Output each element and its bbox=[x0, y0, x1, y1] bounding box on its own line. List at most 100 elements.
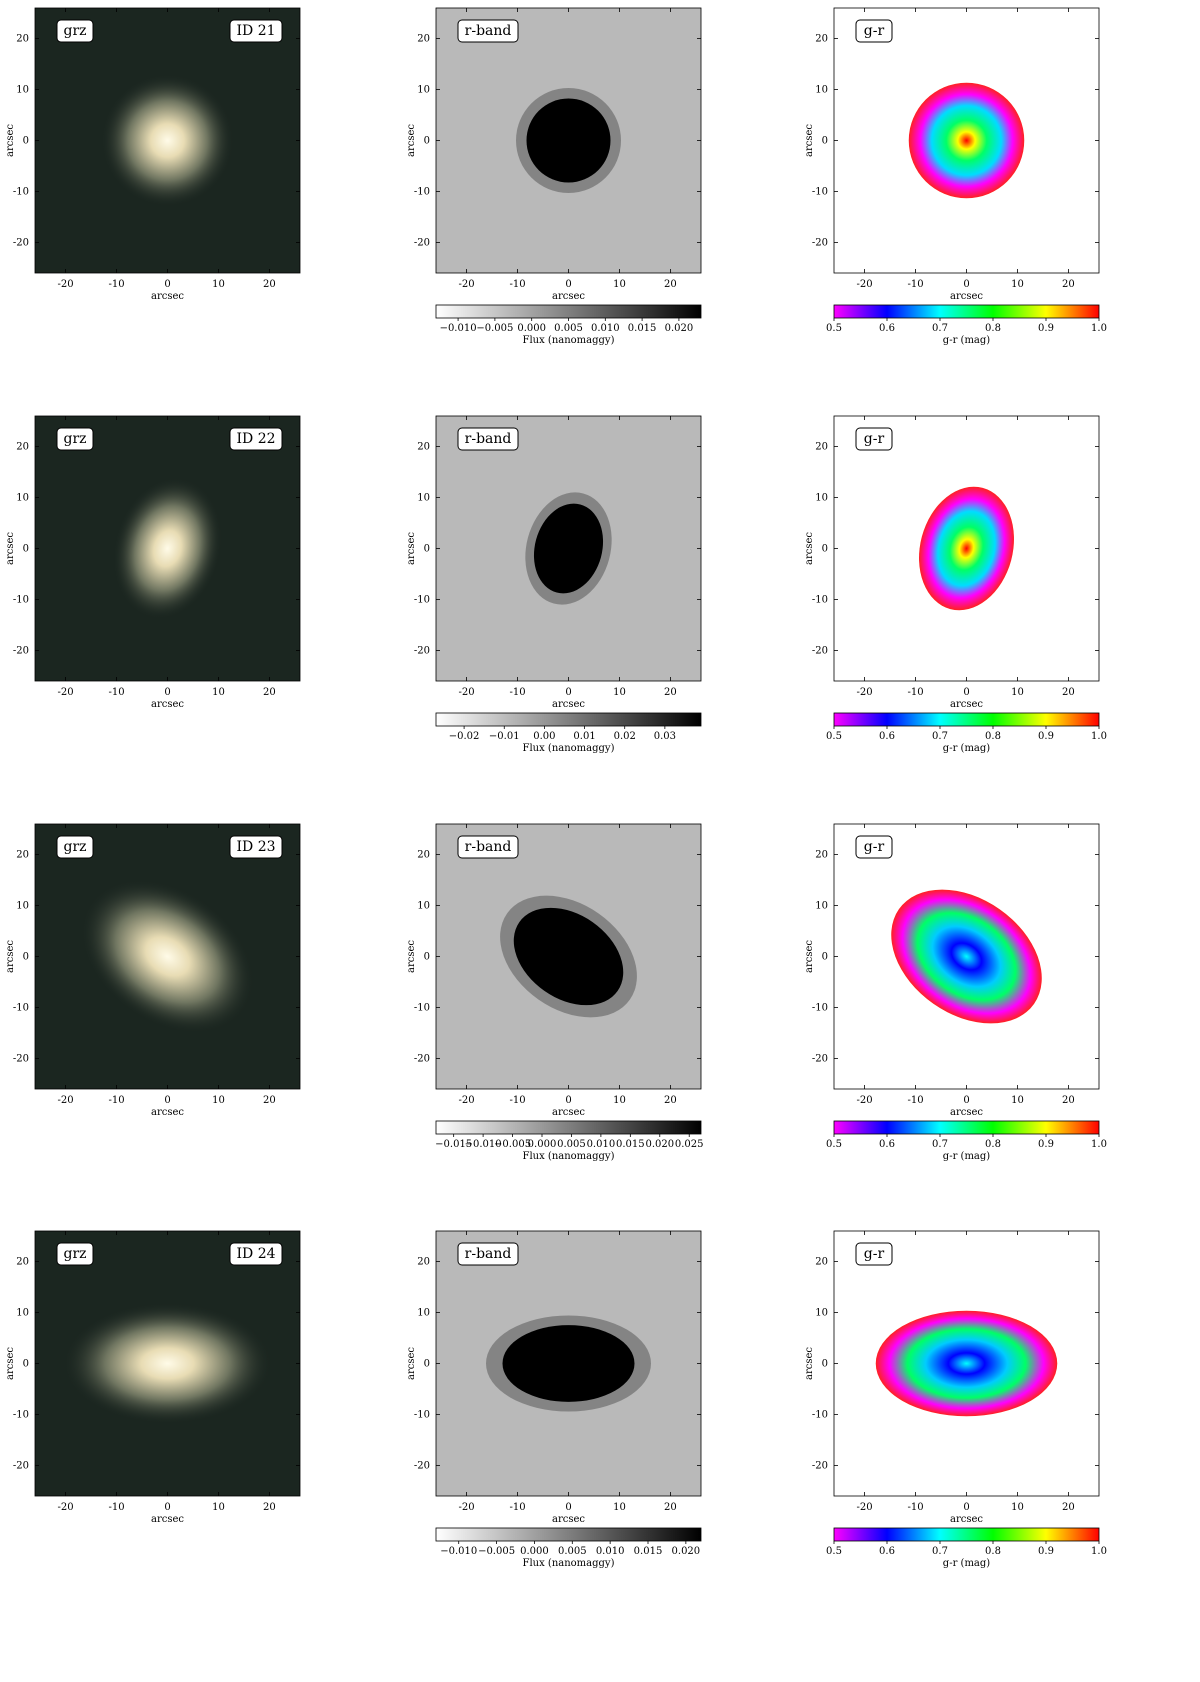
galaxy-id-label-box bbox=[229, 1242, 283, 1266]
color-colorbar-tick-label: 1.0 bbox=[1091, 1546, 1107, 1557]
g-r-panel-xtick-label: -20 bbox=[857, 279, 873, 290]
figure-row-2: -20 -20 -10 -10 0 0 10 10 20 20 arcsec arcsec grz ID … bbox=[5, 415, 1107, 754]
grz-panel-xlabel: arcsec bbox=[151, 699, 184, 710]
grz-label-box bbox=[56, 1242, 94, 1266]
g-r-panel-ytick-label: 10 bbox=[815, 1308, 828, 1319]
flux-colorbar: −0.010 −0.005 0.000 0.005 0.010 0.015 0.020 Flu… bbox=[435, 1527, 702, 1569]
grz-panel-ylabel: arcsec bbox=[5, 124, 16, 157]
grz-panel-ytick-label: 0 bbox=[23, 136, 29, 147]
r-band-label-box bbox=[457, 427, 519, 451]
flux-colorbar-tick-label: 0.02 bbox=[614, 731, 636, 742]
r-band-label-box bbox=[457, 1242, 519, 1266]
r-band-label: r-band bbox=[465, 431, 512, 447]
galaxy-image bbox=[63, 1302, 272, 1425]
g-r-panel-ytick-label: 0 bbox=[822, 952, 828, 963]
grz-panel-xlabel: arcsec bbox=[151, 1514, 184, 1525]
color-colorbar-tick-label: 0.9 bbox=[1038, 731, 1054, 742]
grz-panel-ytick-label: 20 bbox=[16, 442, 29, 453]
flux-colorbar-tick-label: 0.010 bbox=[591, 323, 620, 334]
grz-panel-xtick-label: 20 bbox=[263, 1502, 276, 1513]
grz-panel-ytick-label: 10 bbox=[16, 901, 29, 912]
grz-label: grz bbox=[63, 839, 86, 855]
r-band-panel: -20 -20 -10 -10 0 0 10 10 20 20 arcsec arcsec r-band bbox=[406, 1230, 702, 1525]
color-colorbar: 0.5 0.6 0.7 0.8 0.9 1.0 g-r (mag) bbox=[826, 712, 1107, 754]
color-colorbar-tick-label: 0.8 bbox=[985, 731, 1001, 742]
r-band-panel-xtick-label: 10 bbox=[613, 279, 626, 290]
flux-colorbar-bar bbox=[435, 304, 702, 319]
g-r-panel-xtick-label: -20 bbox=[857, 687, 873, 698]
color-colorbar-tick-label: 0.5 bbox=[826, 323, 842, 334]
g-r-panel-xtick-label: 0 bbox=[963, 279, 969, 290]
g-r-panel-xtick-label: 0 bbox=[963, 687, 969, 698]
grz-label-box bbox=[56, 19, 94, 43]
color-colorbar-label: g-r (mag) bbox=[943, 335, 990, 346]
g-r-label-box bbox=[855, 427, 893, 451]
r-band-panel-xtick-label: 20 bbox=[664, 687, 677, 698]
color-colorbar-bar bbox=[833, 1120, 1100, 1135]
r-band-panel-xtick-label: -20 bbox=[459, 687, 475, 698]
color-colorbar-tick-label: 0.8 bbox=[985, 323, 1001, 334]
flux-colorbar-tick-label: −0.005 bbox=[494, 1139, 531, 1150]
r-band-panel-xlabel: arcsec bbox=[552, 291, 585, 302]
flux-colorbar-tick-label: 0.00 bbox=[533, 731, 555, 742]
grz-panel-xtick-label: -20 bbox=[58, 1095, 74, 1106]
g-r-panel-ytick-label: -20 bbox=[812, 237, 828, 248]
galaxy-image bbox=[112, 477, 223, 620]
grz-label-box bbox=[56, 835, 94, 859]
color-colorbar-tick-label: 0.6 bbox=[879, 323, 895, 334]
r-band-panel-xtick-label: -20 bbox=[459, 1095, 475, 1106]
galaxy-image bbox=[80, 879, 255, 1034]
grz-panel-xlabel: arcsec bbox=[151, 1107, 184, 1118]
grz-panel-xtick-label: -20 bbox=[58, 687, 74, 698]
r-band-panel-ytick-label: -20 bbox=[414, 645, 430, 656]
r-band-panel-xtick-label: 10 bbox=[613, 1095, 626, 1106]
g-r-label: g-r bbox=[864, 839, 885, 855]
color-map-image bbox=[908, 82, 1025, 199]
r-band-panel-ylabel: arcsec bbox=[406, 124, 417, 157]
g-r-panel-ylabel: arcsec bbox=[804, 940, 815, 973]
r-band-label-box bbox=[457, 835, 519, 859]
r-band-label: r-band bbox=[465, 839, 512, 855]
g-r-panel-xtick-label: 20 bbox=[1062, 1502, 1075, 1513]
r-band-panel-xtick-label: 0 bbox=[565, 1095, 571, 1106]
color-colorbar-bar bbox=[833, 1527, 1100, 1542]
flux-colorbar-label: Flux (nanomaggy) bbox=[523, 1558, 615, 1569]
flux-colorbar-bar bbox=[435, 712, 702, 727]
r-band-panel-ytick-label: 20 bbox=[417, 34, 430, 45]
r-band-panel-xlabel: arcsec bbox=[552, 1514, 585, 1525]
grz-panel-ytick-label: 10 bbox=[16, 1308, 29, 1319]
grz-panel-ytick-label: -10 bbox=[13, 186, 29, 197]
g-r-label-box bbox=[855, 1242, 893, 1266]
g-r-panel-xtick-label: -10 bbox=[907, 1095, 923, 1106]
g-r-panel-xtick-label: 0 bbox=[963, 1095, 969, 1106]
g-r-panel-xtick-label: 20 bbox=[1062, 279, 1075, 290]
r-band-panel-ylabel: arcsec bbox=[406, 1347, 417, 1380]
grz-panel: -20 -20 -10 -10 0 0 10 10 20 20 arcsec arcsec grz ID … bbox=[5, 7, 301, 302]
flux-colorbar-tick-label: 0.000 bbox=[517, 323, 546, 334]
g-r-panel-xlabel: arcsec bbox=[950, 1514, 983, 1525]
g-r-panel-xlabel: arcsec bbox=[950, 1107, 983, 1118]
color-colorbar-tick-label: 0.9 bbox=[1038, 1139, 1054, 1150]
figure-row-3: -20 -20 -10 -10 0 0 10 10 20 20 arcsec arcsec grz ID … bbox=[5, 823, 1107, 1162]
color-colorbar-tick-label: 1.0 bbox=[1091, 323, 1107, 334]
r-band-label-box bbox=[457, 19, 519, 43]
r-band-panel-ytick-label: 0 bbox=[424, 544, 430, 555]
flux-colorbar-tick-label: −0.015 bbox=[435, 1139, 472, 1150]
flux-colorbar: −0.02 −0.01 0.00 0.01 0.02 0.03 Flux (nanomagg… bbox=[435, 712, 702, 754]
r-band-panel-xtick-label: -20 bbox=[459, 279, 475, 290]
r-band-panel: -20 -20 -10 -10 0 0 10 10 20 20 arcsec arcsec r-band bbox=[406, 823, 702, 1118]
color-colorbar-tick-label: 1.0 bbox=[1091, 731, 1107, 742]
g-r-panel-ylabel: arcsec bbox=[804, 532, 815, 565]
flux-colorbar-label: Flux (nanomaggy) bbox=[523, 743, 615, 754]
grz-panel-xtick-label: -10 bbox=[108, 1502, 124, 1513]
color-map-image bbox=[919, 486, 1014, 611]
g-r-panel-ytick-label: -10 bbox=[812, 1409, 828, 1420]
flux-colorbar-tick-label: 0.010 bbox=[587, 1139, 616, 1150]
grz-panel-ytick-label: 0 bbox=[23, 1359, 29, 1370]
g-r-panel-xtick-label: -20 bbox=[857, 1502, 873, 1513]
g-r-panel-xlabel: arcsec bbox=[950, 291, 983, 302]
flux-colorbar-bar bbox=[435, 1527, 702, 1542]
grz-panel-xtick-label: -10 bbox=[108, 687, 124, 698]
